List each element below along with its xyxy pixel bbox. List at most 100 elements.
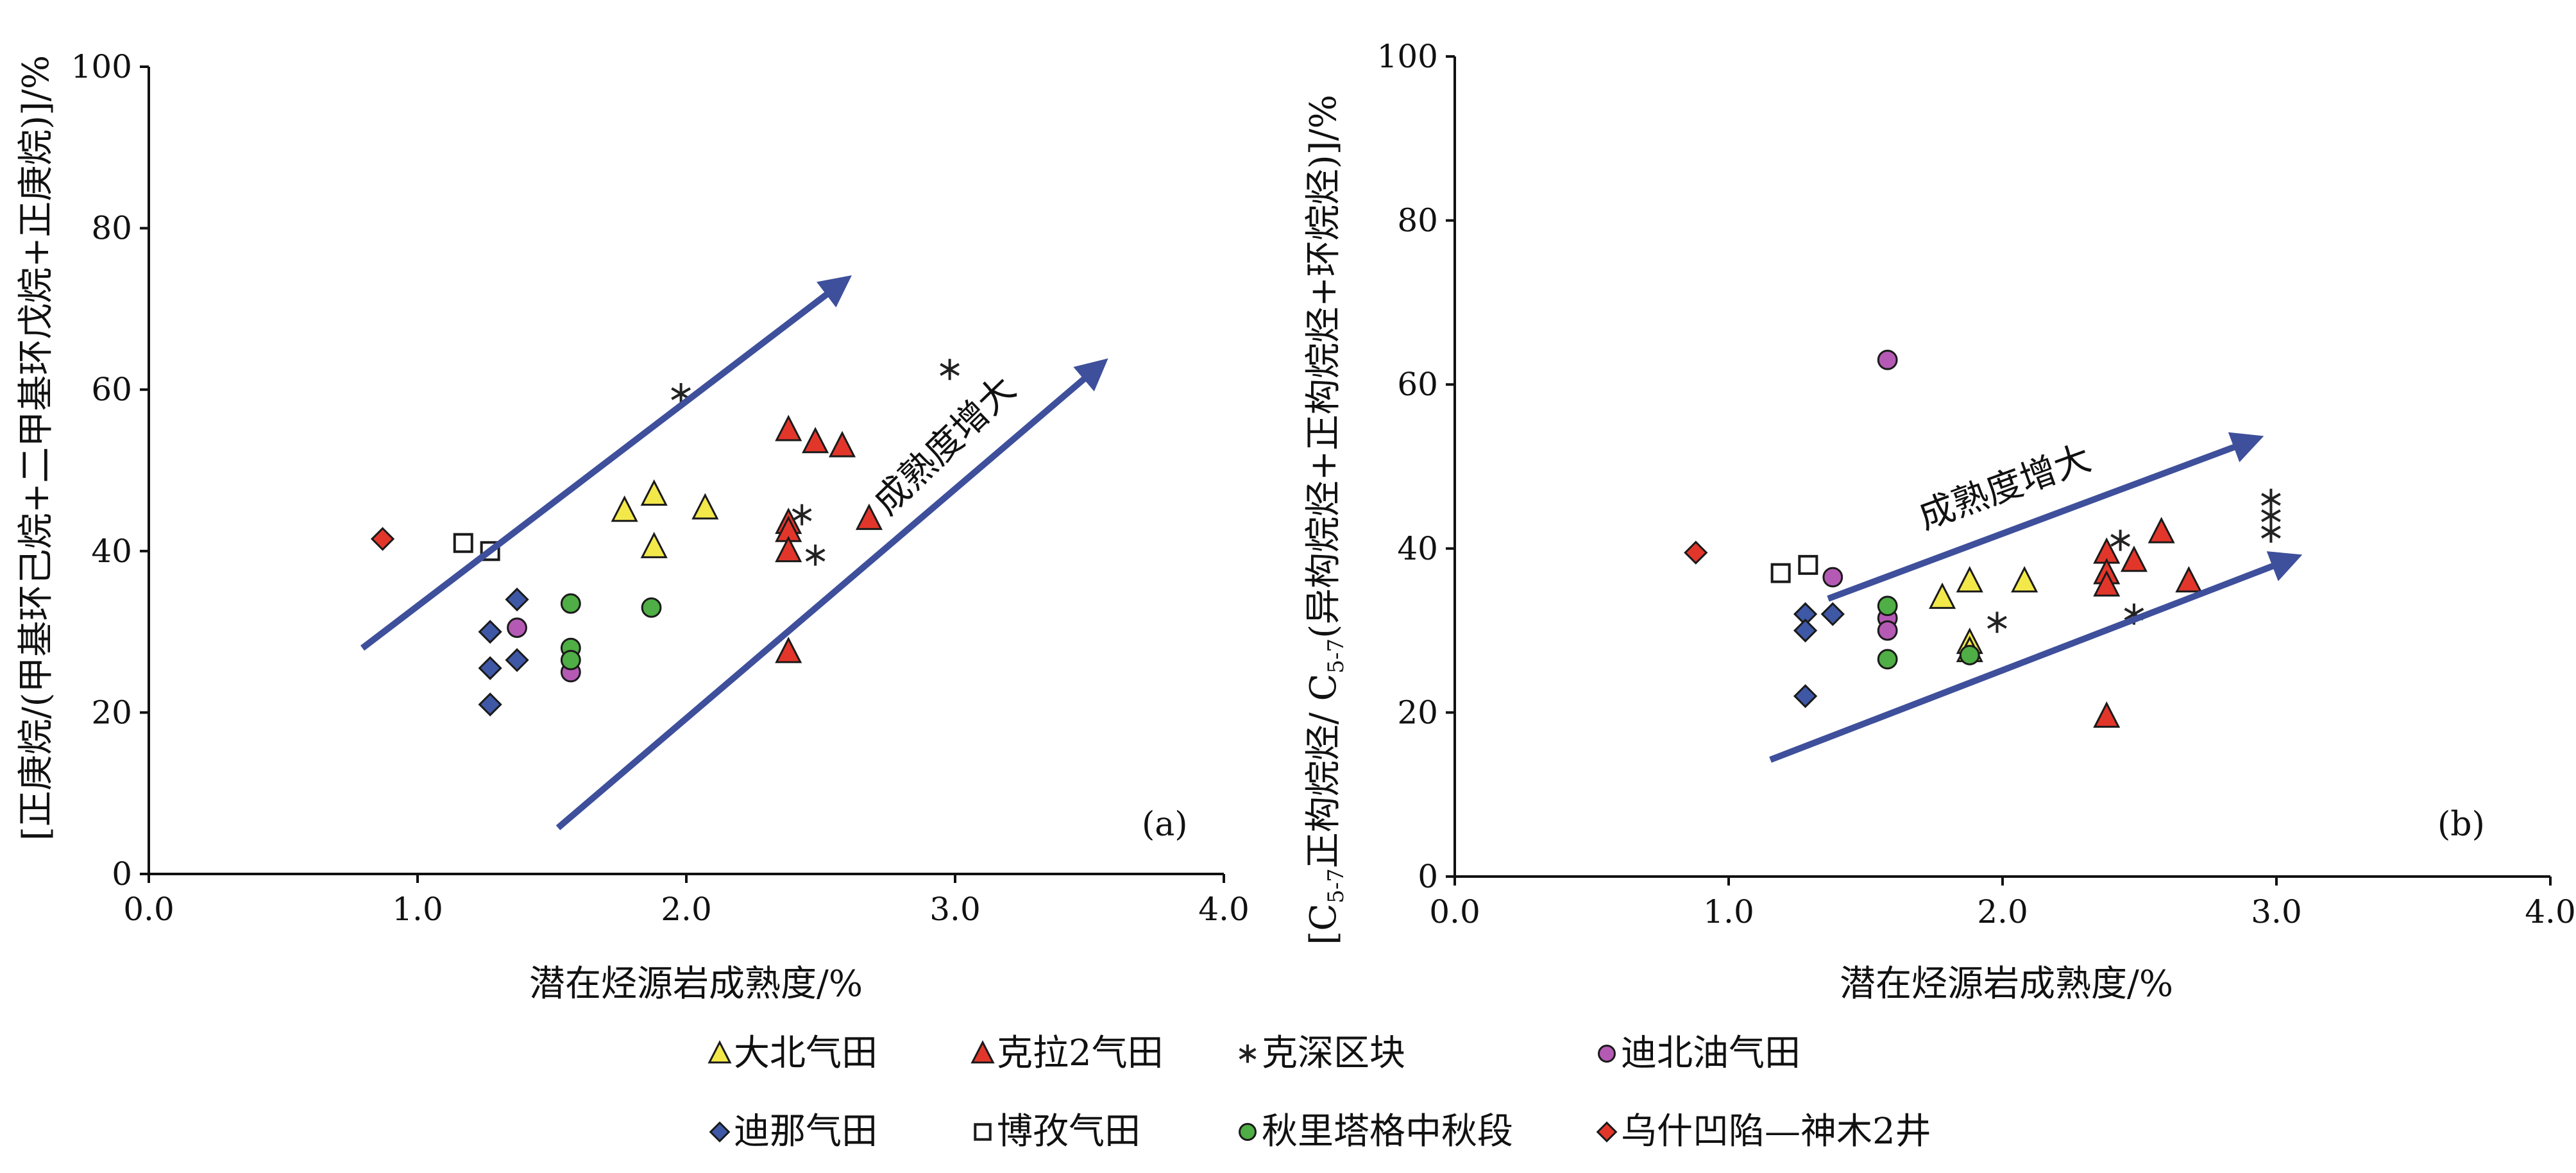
- chart-b-arrows: 成熟度增大: [1769, 432, 2303, 763]
- chart-b-x-tick-label-3: 3.0: [2251, 893, 2302, 930]
- chart-a-x-tick-label-0: 0.0: [123, 891, 174, 928]
- chart-b-series-qiulitage: [1877, 595, 1980, 670]
- legend-item-kela2: 克拉2气田: [970, 1032, 1164, 1074]
- chart-a-point-kela2-6: [855, 503, 883, 530]
- chart-a-series-keshen: [671, 359, 960, 566]
- chart-a-maturity-arrow-upper: [360, 275, 852, 651]
- chart-a-y-tick-label-0: 0: [112, 855, 132, 893]
- chart-b-point-dabei-0: [1929, 582, 1956, 609]
- legend-item-dabei: 大北气田: [708, 1032, 877, 1074]
- chart-a-point-kela2-1: [802, 427, 829, 454]
- chart-a-point-dabei-3: [691, 493, 719, 520]
- chart-b-point-kela2-6: [2093, 701, 2121, 728]
- chart-a-y-tick-label-3: 60: [91, 371, 132, 408]
- chart-a-point-keshen-2-stroke-2: [792, 508, 812, 522]
- chart-a-point-dina-1: [478, 619, 502, 644]
- chart-b-series-dabei: [1929, 566, 2038, 662]
- chart-b-point-keshen-2-stroke-2: [2124, 608, 2144, 621]
- chart-b-y-axis-title-part1: [C: [1303, 903, 1344, 945]
- chart-b-point-dina-1: [1793, 618, 1818, 643]
- chart-a-series-dina: [478, 587, 529, 717]
- chart-a-y-tick-label-2: 40: [91, 533, 132, 570]
- chart-b-y-axis-title-sub1: 5-7: [1323, 868, 1349, 903]
- legend-label-dibei: 迪北油气田: [1621, 1032, 1801, 1074]
- chart-a-point-keshen-3-stroke-2: [805, 549, 826, 562]
- chart-b-maturity-arrow-upper: [1827, 432, 2264, 602]
- chart-b-y-tick-label-4: 80: [1397, 202, 1438, 239]
- chart-a-point-qiulitage-1: [641, 597, 662, 618]
- chart-a-series-qiulitage: [560, 593, 662, 671]
- chart-b-point-kela2-5: [2175, 566, 2203, 593]
- chart-b-series-kela2: [2093, 517, 2203, 728]
- chart-b-y-tick-label-3: 60: [1397, 366, 1438, 403]
- legend-item-dina: 迪那气田: [709, 1111, 877, 1152]
- chart-a-x-tick-label-1: 1.0: [392, 891, 443, 928]
- chart-b-point-keshen-3-stroke-2: [2261, 493, 2281, 506]
- chart-b-point-kela2-2: [2120, 545, 2148, 572]
- chart-a-maturity-arrow-lower: [555, 358, 1108, 830]
- legend-marker-dabei: [708, 1040, 732, 1064]
- chart-a-point-qiulitage-0: [560, 593, 581, 614]
- chart-a-point-dina-0: [505, 587, 529, 612]
- legend-label-qiulitage: 秋里塔格中秋段: [1262, 1111, 1513, 1152]
- chart-a-x-tick-label-2: 2.0: [661, 891, 712, 928]
- chart-a-point-kela2-5: [775, 536, 802, 563]
- chart-b-annotation: 成熟度增大: [1913, 437, 2096, 538]
- chart-a-point-wushi-0: [370, 527, 395, 551]
- chart-b-point-kela2-4: [2093, 570, 2121, 597]
- legend-marker-bozi: [974, 1123, 992, 1141]
- chart-a-point-dibei-0: [507, 617, 527, 638]
- legend-item-dibei: 迪北油气田: [1598, 1032, 1801, 1074]
- chart-a-x-tick-label-4: 4.0: [1198, 891, 1250, 928]
- chart-b-point-bozi-1: [1798, 554, 1818, 575]
- chart-a-point-kela2-2: [828, 431, 856, 458]
- chart-b-point-dabei-1: [1956, 566, 1983, 593]
- legend-marker-keshen-stroke-2: [1239, 1048, 1257, 1059]
- chart-b-point-keshen-1: [1987, 612, 2007, 633]
- chart-a-x-tick-label-3: 3.0: [929, 891, 981, 928]
- chart-a-x-axis-title: 潜在烃源岩成熟度/%: [529, 963, 863, 1005]
- chart-a-point-dabei-2: [640, 531, 668, 558]
- chart-b-y-tick-label-2: 40: [1397, 530, 1438, 567]
- legend-label-bozi: 博孜气田: [997, 1111, 1140, 1152]
- chart-a-y-tick-label-1: 20: [91, 694, 132, 731]
- chart-b-point-dina-3: [1793, 684, 1818, 708]
- chart-a-point-dina-2: [505, 648, 529, 672]
- legend-label-dabei: 大北气田: [734, 1032, 877, 1074]
- chart-b-point-kela2-1: [2148, 517, 2175, 544]
- chart-a-point-dina-4: [478, 692, 502, 717]
- legend-marker-kela2: [970, 1040, 995, 1064]
- chart-b-point-wushi-0: [1684, 540, 1708, 565]
- chart-b-point-keshen-0-stroke-2: [2110, 534, 2130, 547]
- chart-b-point-dina-2: [1820, 602, 1845, 626]
- chart-a-point-dabei-1: [640, 479, 668, 506]
- chart-b-point-keshen-1-stroke-2: [1987, 615, 2007, 629]
- legend-marker-keshen: [1239, 1044, 1257, 1063]
- chart-a-point-dina-3: [478, 656, 502, 680]
- chart-a-point-keshen-3: [805, 544, 826, 566]
- chart-b-point-keshen-5-stroke-2: [2261, 526, 2281, 539]
- legend-marker-qiulitage: [1239, 1123, 1257, 1141]
- chart-b-point-dibei-0: [1877, 349, 1898, 370]
- chart-a-point-keshen-1: [940, 359, 960, 381]
- chart-a-plot-area: 0.0 1.0 2.0 3.0 4.0 0 20 40 60 80 100: [71, 48, 1250, 928]
- legend-marker-dibei: [1598, 1045, 1616, 1063]
- chart-b: 0.0 1.0 2.0 3.0 4.0 0 20 40 60 80 100 成熟度增大 (b) 潜在…: [1303, 38, 2576, 1005]
- legend-marker-dina: [709, 1121, 731, 1143]
- legend-label-kela2: 克拉2气田: [997, 1032, 1164, 1074]
- chart-a: 0.0 1.0 2.0 3.0 4.0 0 20 40 60 80 100 成熟度增大 (a) 潜在…: [15, 48, 1250, 1005]
- chart-b-maturity-arrow-lower: [1769, 551, 2303, 763]
- chart-a-point-qiulitage-3: [560, 649, 581, 671]
- chart-b-panel-label: (b): [2437, 805, 2485, 844]
- legend-item-keshen: 克深区块: [1239, 1032, 1405, 1074]
- chart-b-point-dabei-2: [2011, 566, 2038, 593]
- chart-a-point-keshen-1-stroke-2: [940, 363, 960, 376]
- chart-a-panel-label: (a): [1142, 805, 1188, 844]
- chart-b-series-wushi: [1684, 540, 1708, 565]
- chart-a-point-kela2-0: [775, 415, 802, 441]
- chart-a-point-dabei-0: [611, 495, 638, 522]
- chart-b-x-tick-label-0: 0.0: [1429, 893, 1480, 930]
- chart-b-plot-area: 0.0 1.0 2.0 3.0 4.0 0 20 40 60 80 100: [1377, 38, 2576, 930]
- chart-b-y-axis-title-part2: 正构烷烃/ C: [1303, 674, 1344, 869]
